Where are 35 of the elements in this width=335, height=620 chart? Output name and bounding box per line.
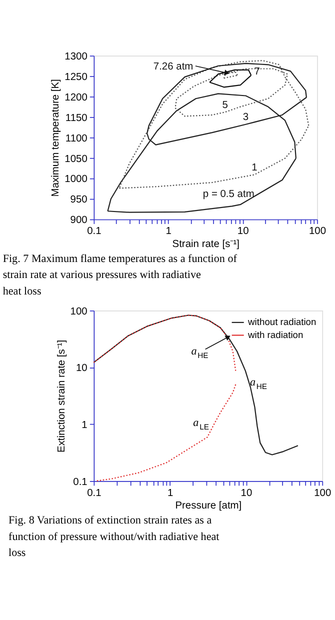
- y-tick-label: 1300: [64, 51, 88, 62]
- text: Fig. 8 Variations of extinction strain rates as a function of pressure without/with radiative heat loss: [8, 514, 220, 560]
- y-tick-label: 1200: [64, 92, 88, 104]
- y-tick-label: 1100: [65, 133, 88, 144]
- x-axis-title: Strain rate [s⁻¹]: [172, 239, 240, 250]
- x-tick-label: 1: [166, 226, 172, 238]
- x-tick-label: 1: [168, 488, 174, 499]
- y-axis-title: Maximum temperature [K]: [50, 78, 62, 197]
- y-tick-label: 100: [70, 306, 88, 318]
- y-tick-label: 950: [70, 194, 88, 206]
- legend-label: without radiation: [247, 317, 316, 328]
- text: Fig. 7 Maximum flame temperatures as a function of strain rate at various pressures with radiative heat loss: [2, 252, 238, 298]
- annotation: p = 0.5 atm: [202, 188, 254, 200]
- x-tick-label: 0.1: [87, 488, 102, 499]
- x-tick-label: 10: [240, 488, 252, 499]
- legend-label: with radiation: [247, 330, 304, 340]
- y-tick-label: 1: [82, 420, 88, 432]
- annotation: 3: [242, 112, 249, 124]
- y-tick-label: 1150: [65, 112, 88, 124]
- x-tick-label: 10: [237, 226, 250, 238]
- y-tick-label: 0.1: [73, 476, 88, 488]
- annotation: 7: [254, 66, 260, 78]
- x-axis-title: Pressure [atm]: [175, 500, 242, 512]
- annotation: 5: [222, 100, 228, 111]
- annotation: 7.26 atm: [153, 61, 194, 72]
- y-tick-label: 10: [76, 363, 88, 374]
- x-tick-label: 0.1: [87, 226, 102, 238]
- y-tick-label: 900: [70, 215, 88, 226]
- y-axis-title: Extinction strain rate [s⁻¹]: [56, 340, 68, 452]
- x-tick-label: 100: [308, 226, 326, 238]
- annotation: 1: [252, 162, 258, 174]
- y-tick-label: 1250: [64, 72, 88, 83]
- x-tick-label: 100: [314, 488, 332, 499]
- y-tick-label: 1050: [64, 154, 88, 165]
- y-tick-label: 1000: [64, 174, 88, 186]
